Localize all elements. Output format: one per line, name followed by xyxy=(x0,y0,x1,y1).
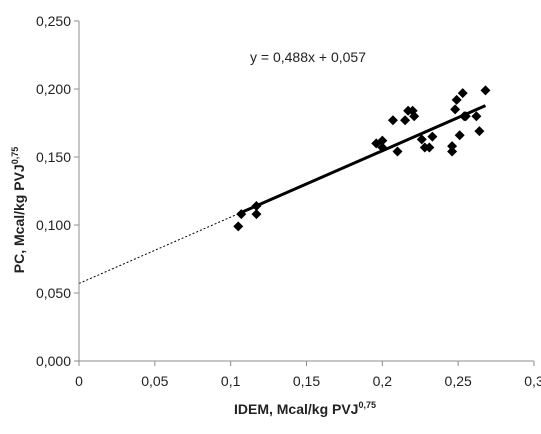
y-axis-title-superscript: 0,75 xyxy=(10,147,20,165)
data-point-diamond xyxy=(427,131,438,142)
plot-area xyxy=(78,85,491,284)
data-point-diamond xyxy=(409,111,420,122)
trendline-extrapolated-dashed xyxy=(78,213,239,284)
trendline-fitted-solid xyxy=(237,104,487,216)
y-tick-label: 0,050 xyxy=(36,285,71,301)
x-tick-label: 0,1 xyxy=(221,373,241,389)
tick-labels: 0,000 0,050 0,100 0,150 0,200 0,250 0 0,05 0,1 0,… xyxy=(36,13,541,389)
y-tick-label: 0,150 xyxy=(36,149,71,165)
data-point-diamond xyxy=(451,94,462,105)
data-point-diamond xyxy=(447,146,458,157)
data-point-diamond xyxy=(251,209,262,220)
data-point-diamond xyxy=(387,115,398,126)
data-point-diamond xyxy=(447,141,458,152)
y-tick-label: 0,250 xyxy=(36,13,71,29)
axes xyxy=(74,20,535,366)
data-point-diamond xyxy=(400,115,411,126)
x-tick-label: 0,15 xyxy=(293,373,320,389)
data-point-diamond xyxy=(392,146,403,157)
x-axis-title-text: IDEM, Mcal/kg PVJ xyxy=(234,401,358,417)
data-point-diamond xyxy=(474,126,485,137)
x-tick-label: 0 xyxy=(75,373,83,389)
x-axis-title: IDEM, Mcal/kg PVJ0,75 xyxy=(234,400,376,417)
y-tick-label: 0,000 xyxy=(36,353,71,369)
data-point-diamond xyxy=(377,135,388,146)
x-axis-title-superscript: 0,75 xyxy=(358,400,376,410)
x-tick-label: 0,2 xyxy=(373,373,393,389)
data-point-diamond xyxy=(450,104,461,115)
y-axis-title: PC, Mcal/kg PVJ0,75 xyxy=(10,147,27,273)
x-tick-label: 0,05 xyxy=(141,373,168,389)
data-point-diamond xyxy=(457,88,468,99)
y-tick-label: 0,200 xyxy=(36,81,71,97)
data-point-diamond xyxy=(377,142,388,153)
trendline-equation: y = 0,488x + 0,057 xyxy=(250,49,366,65)
data-point-diamond xyxy=(416,134,427,145)
x-tick-label: 0,25 xyxy=(445,373,472,389)
x-tick-label: 0,3 xyxy=(524,373,541,389)
y-axis-title-text: PC, Mcal/kg PVJ xyxy=(11,164,27,273)
data-point-diamond xyxy=(480,85,491,96)
data-point-diamond xyxy=(460,111,471,122)
data-point-diamond xyxy=(471,111,482,122)
data-point-diamond xyxy=(233,221,244,232)
data-point-diamond xyxy=(251,200,262,211)
data-point-diamond xyxy=(236,209,247,220)
data-point-diamond xyxy=(454,130,465,141)
y-tick-label: 0,100 xyxy=(36,217,71,233)
data-point-diamond xyxy=(424,142,435,153)
